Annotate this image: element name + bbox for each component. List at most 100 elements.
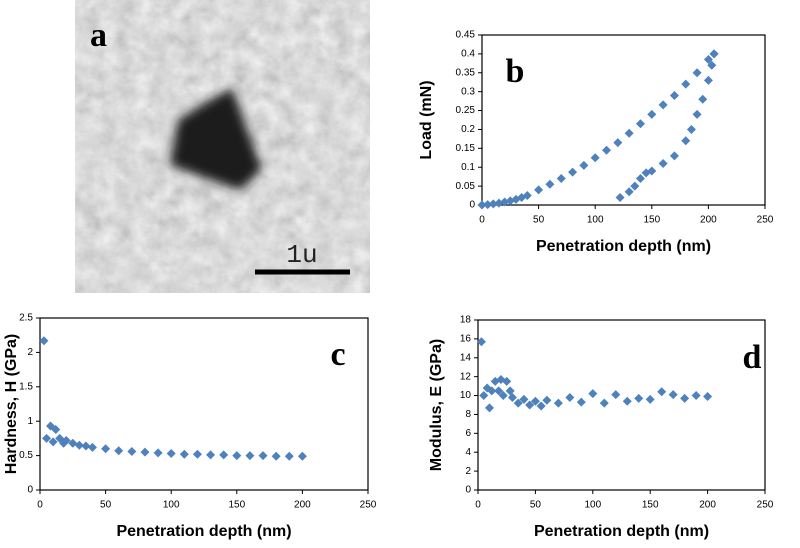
scale-bar-label: 1u — [286, 240, 317, 270]
marker — [613, 138, 623, 148]
y-tick-label: 4 — [465, 447, 471, 458]
x-tick-label: 250 — [757, 500, 774, 511]
marker — [681, 79, 691, 89]
marker — [658, 158, 668, 168]
marker — [114, 446, 124, 456]
y-tick-label: 0 — [469, 200, 475, 211]
marker — [51, 424, 61, 434]
marker — [284, 451, 294, 461]
y-tick-label: 8 — [465, 409, 471, 420]
marker — [179, 449, 189, 459]
y-axis-label: Load (mN) — [418, 80, 435, 159]
y-tick-label: 1.5 — [19, 381, 33, 392]
marker — [624, 128, 634, 138]
y-tick-label: 12 — [460, 371, 472, 382]
marker — [219, 450, 229, 460]
marker — [498, 391, 508, 401]
x-tick-label: 0 — [37, 500, 43, 511]
micrograph-panel: a 1u — [75, 0, 370, 293]
marker — [681, 136, 691, 146]
y-tick-label: 6 — [465, 428, 471, 439]
marker — [500, 197, 510, 207]
marker — [48, 437, 58, 447]
marker — [703, 55, 713, 65]
marker — [692, 68, 702, 78]
marker — [140, 447, 150, 457]
marker — [525, 400, 535, 410]
marker — [680, 393, 690, 403]
x-tick-label: 0 — [475, 500, 481, 511]
panel-label: d — [743, 339, 762, 376]
marker — [686, 124, 696, 134]
marker — [39, 336, 49, 346]
marker — [707, 60, 717, 70]
marker — [703, 392, 713, 401]
y-tick-label: 0.45 — [456, 30, 476, 41]
marker — [258, 451, 268, 461]
marker — [479, 391, 489, 401]
marker — [709, 49, 719, 59]
x-tick-label: 0 — [479, 215, 485, 226]
y-tick-label: 0.3 — [461, 86, 475, 97]
marker — [42, 433, 52, 443]
marker — [630, 181, 640, 191]
marker — [494, 386, 504, 396]
marker — [691, 391, 701, 401]
marker — [206, 450, 216, 460]
marker — [476, 337, 486, 347]
x-axis-label: Penetration depth (nm) — [536, 238, 711, 255]
y-tick-label: 0.25 — [456, 105, 476, 116]
marker — [590, 153, 600, 163]
marker — [602, 145, 612, 155]
x-tick-label: 50 — [533, 215, 545, 226]
y-tick-label: 2 — [27, 347, 33, 358]
marker — [519, 394, 529, 404]
marker — [127, 446, 137, 456]
y-tick-label: 2.5 — [19, 313, 33, 324]
marker — [192, 449, 202, 459]
marker — [494, 198, 504, 208]
y-axis-label: Modulus, E (GPa) — [428, 339, 445, 471]
marker — [576, 397, 586, 407]
marker — [599, 398, 609, 408]
x-tick-label: 200 — [699, 500, 716, 511]
x-axis-label: Penetration depth (nm) — [534, 523, 709, 540]
x-tick-label: 250 — [360, 500, 377, 511]
marker — [615, 192, 625, 202]
marker — [634, 393, 644, 403]
marker — [74, 440, 84, 450]
marker — [647, 109, 657, 119]
plot-area — [39, 317, 369, 491]
x-tick-label: 100 — [587, 215, 604, 226]
marker — [153, 448, 163, 458]
marker — [101, 444, 111, 454]
marker — [635, 119, 645, 129]
plot-area — [481, 34, 766, 206]
y-tick-label: 10 — [460, 390, 472, 401]
y-tick-label: 0.5 — [19, 450, 33, 461]
marker — [658, 100, 668, 110]
y-tick-label: 0.4 — [461, 49, 475, 60]
indent-mark — [170, 88, 262, 190]
panel-label: c — [330, 336, 345, 373]
y-tick-label: 0 — [27, 485, 33, 496]
y-tick-label: 0.1 — [461, 162, 475, 173]
marker — [556, 174, 566, 184]
y-tick-label: 14 — [460, 352, 472, 363]
marker — [484, 403, 494, 413]
marker — [645, 394, 655, 404]
panel-label: b — [506, 53, 525, 90]
marker — [522, 191, 532, 201]
marker — [635, 174, 645, 184]
panel-label: a — [90, 17, 107, 54]
marker — [641, 168, 651, 178]
marker — [483, 200, 493, 210]
marker — [624, 187, 634, 197]
marker — [545, 179, 555, 189]
y-tick-label: 1 — [27, 416, 33, 427]
y-tick-label: 0 — [465, 485, 471, 496]
x-tick-label: 200 — [700, 215, 717, 226]
marker — [477, 200, 487, 210]
marker — [502, 376, 512, 386]
